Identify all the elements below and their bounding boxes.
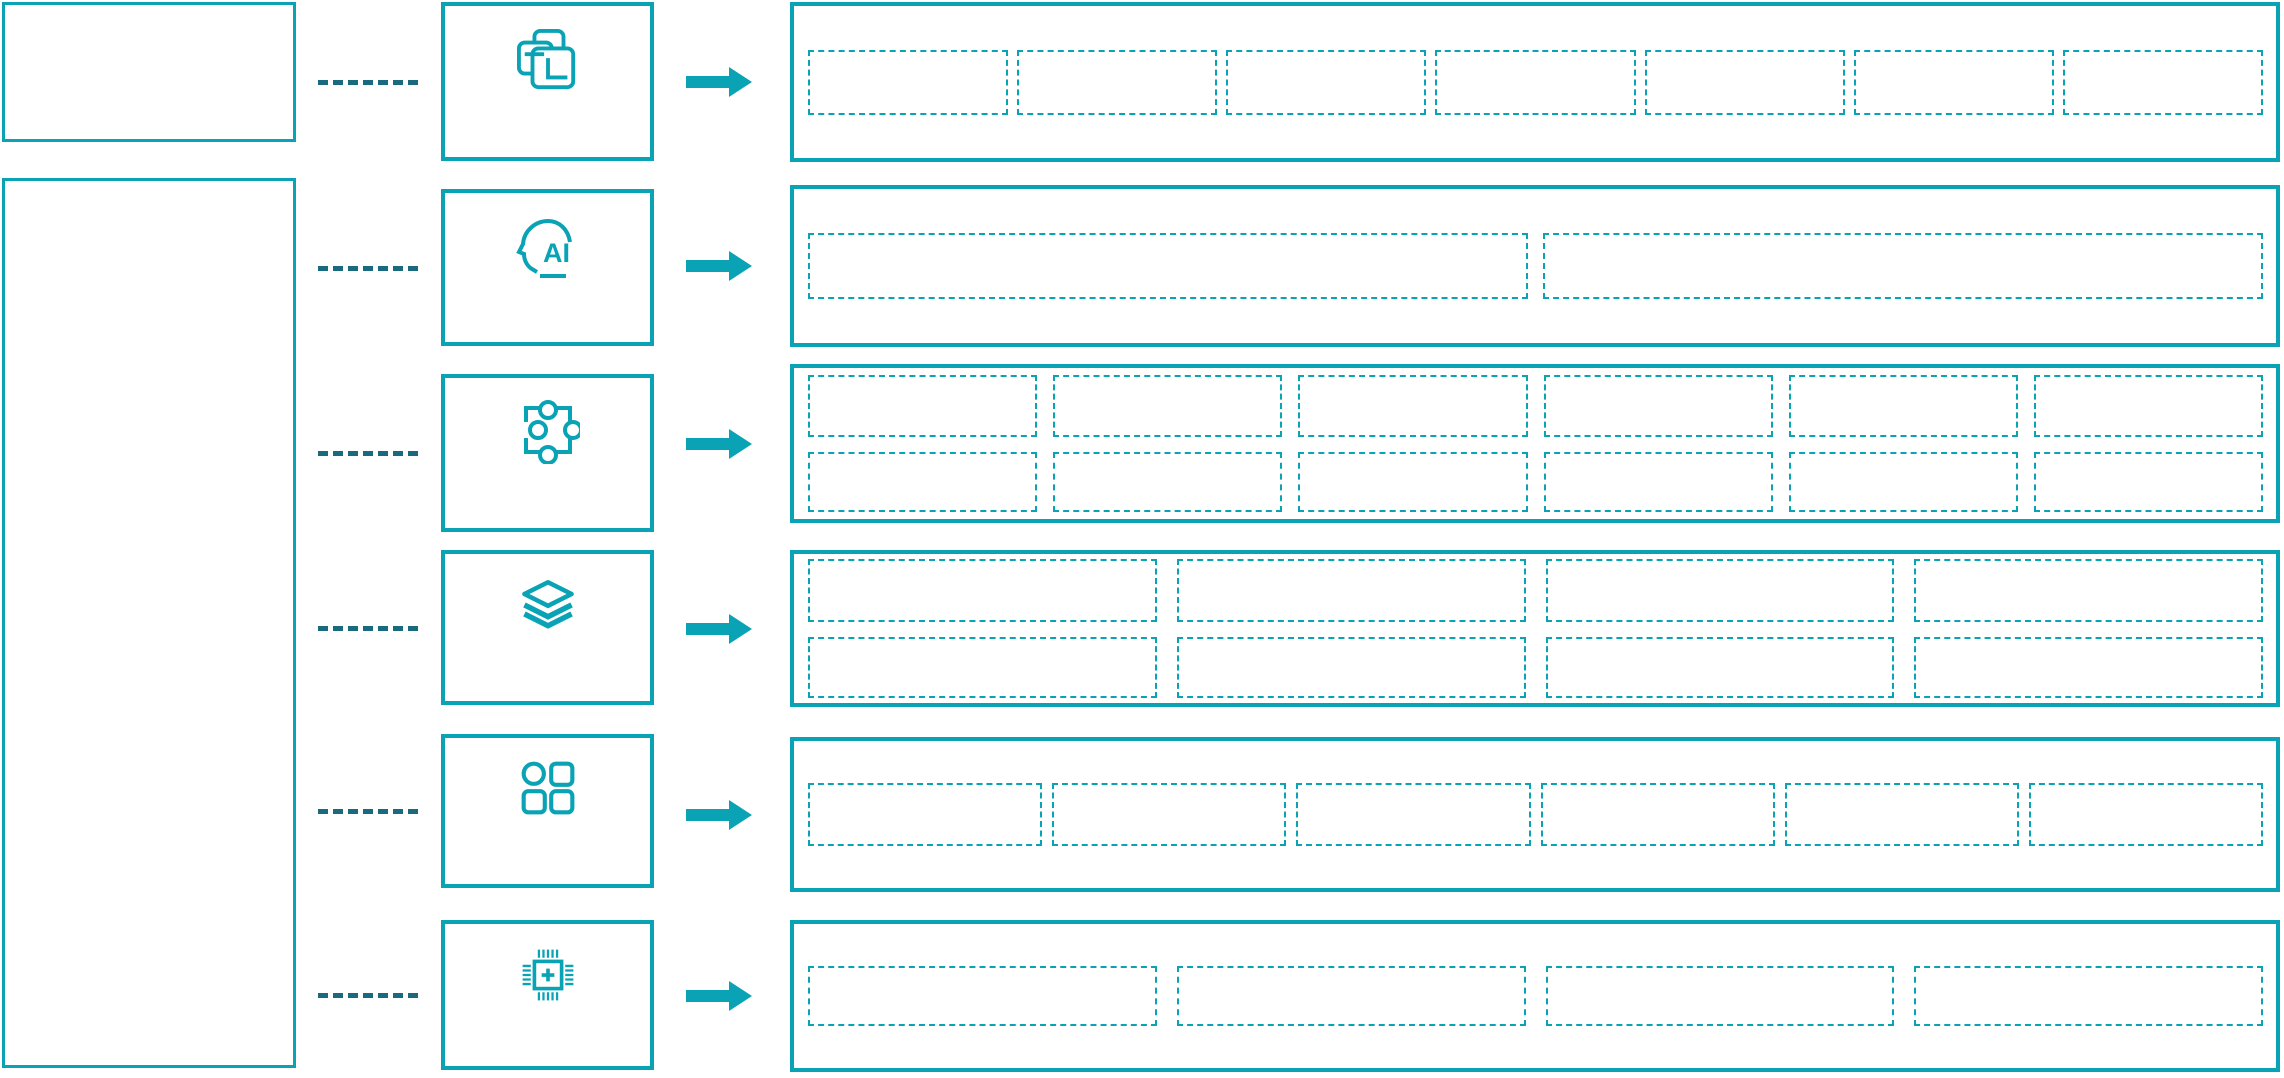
placeholder-box	[1543, 375, 1773, 437]
placeholder-box	[1784, 783, 2019, 846]
flow-arrow-icon	[686, 981, 752, 1011]
panel-line	[808, 452, 2264, 512]
placeholder-box	[2033, 375, 2264, 437]
panel-line	[808, 559, 2263, 622]
placeholder-box	[808, 375, 1038, 437]
dashed-connector	[318, 993, 418, 998]
placeholder-box	[1540, 783, 1775, 846]
dashed-connector	[318, 265, 418, 271]
placeholder-box	[1226, 49, 1427, 115]
placeholder-box	[1545, 637, 1895, 698]
row-panel-5	[790, 737, 2280, 892]
row-panel-1	[790, 2, 2280, 162]
icon-box-overlapping-windows-icon	[441, 2, 654, 161]
placeholder-box	[808, 783, 1043, 846]
puzzle-piece-icon	[523, 400, 580, 464]
flow-arrow-icon	[686, 251, 752, 281]
placeholder-box	[1545, 559, 1895, 622]
placeholder-box	[1543, 233, 2263, 299]
placeholder-box	[1545, 966, 1895, 1026]
icon-box-layers-icon	[441, 550, 654, 705]
flow-arrow-icon	[686, 67, 752, 97]
ai-head-icon: AI	[515, 218, 572, 278]
left-category-box	[2, 178, 296, 1068]
chip-plus-icon	[522, 949, 573, 1001]
placeholder-box	[1788, 375, 2018, 437]
placeholder-box	[1914, 637, 2263, 698]
placeholder-box	[808, 49, 1009, 115]
row-panel-4	[790, 550, 2280, 707]
placeholder-box	[1298, 375, 1528, 437]
icon-box-chip-plus-icon	[441, 920, 654, 1070]
placeholder-box	[2062, 49, 2263, 115]
placeholder-box	[1298, 452, 1528, 512]
overlapping-windows-icon	[516, 29, 575, 90]
panel-line	[808, 375, 2264, 437]
placeholder-box	[1052, 783, 1287, 846]
placeholder-box	[1296, 783, 1531, 846]
panel-line	[808, 233, 2263, 299]
placeholder-box	[808, 966, 1157, 1026]
row-panel-6	[790, 920, 2280, 1072]
icon-box-apps-grid-icon	[441, 734, 654, 888]
ai-label: AI	[543, 238, 570, 268]
placeholder-box	[1176, 559, 1526, 622]
placeholder-box	[1914, 559, 2263, 622]
dashed-connector	[318, 625, 418, 631]
placeholder-box	[808, 233, 1528, 299]
placeholder-box	[2033, 452, 2264, 512]
row-panel-3	[790, 364, 2280, 523]
apps-grid-icon	[521, 761, 574, 815]
placeholder-box	[1914, 966, 2263, 1026]
placeholder-box	[808, 452, 1038, 512]
placeholder-box	[1644, 49, 1845, 115]
placeholder-box	[1176, 637, 1526, 698]
placeholder-box	[1853, 49, 2054, 115]
placeholder-box	[808, 637, 1157, 698]
panel-line	[808, 49, 2263, 115]
left-header-box	[2, 2, 296, 142]
icon-box-ai-head-icon: AI	[441, 189, 654, 346]
dashed-connector	[318, 809, 418, 814]
flow-arrow-icon	[686, 613, 752, 644]
placeholder-box	[808, 559, 1157, 622]
placeholder-box	[1017, 49, 1218, 115]
dashed-connector	[318, 451, 418, 456]
layers-icon	[521, 579, 574, 629]
placeholder-box	[1053, 452, 1283, 512]
placeholder-box	[1176, 966, 1526, 1026]
placeholder-box	[1435, 49, 1636, 115]
dashed-connector	[318, 79, 418, 85]
panel-line	[808, 783, 2264, 846]
panel-line	[808, 637, 2263, 698]
row-panel-2	[790, 185, 2280, 347]
placeholder-box	[1053, 375, 1283, 437]
panel-line	[808, 966, 2263, 1026]
flow-arrow-icon	[686, 428, 752, 459]
flow-arrow-icon	[686, 799, 752, 830]
placeholder-box	[1543, 452, 1773, 512]
placeholder-box	[1788, 452, 2018, 512]
icon-box-puzzle-piece-icon	[441, 374, 654, 532]
placeholder-box	[2028, 783, 2264, 846]
